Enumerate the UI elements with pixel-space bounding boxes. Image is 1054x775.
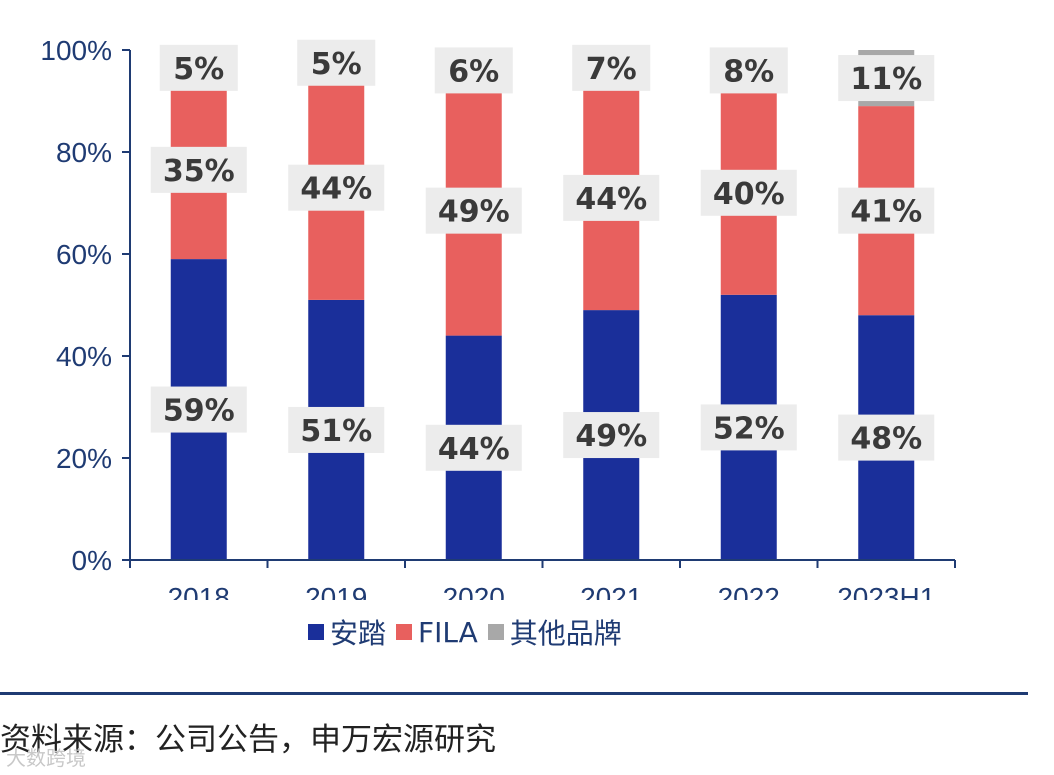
legend-item-anta: 安踏 <box>308 612 386 652</box>
watermark: 大数跨境 <box>6 746 86 770</box>
legend-item-other: 其他品牌 <box>487 612 622 652</box>
data-label-other-2020: 6% <box>448 54 499 89</box>
data-label-other-2021: 7% <box>586 52 637 87</box>
data-label-bg <box>563 412 660 459</box>
data-label-other-2023H1: 11% <box>850 62 922 97</box>
data-label-bg <box>700 404 797 451</box>
data-label-bg <box>434 47 513 94</box>
data-label-fila-2020: 49% <box>438 195 510 230</box>
x-tick-label-2022: 2022 <box>718 582 780 600</box>
data-label-bg <box>425 424 522 471</box>
data-label-bg <box>288 164 385 211</box>
legend-label-other: 其他品牌 <box>509 617 622 650</box>
y-tick-label-60: 60% <box>56 239 112 270</box>
y-tick-label-20: 20% <box>56 443 112 474</box>
stacked-bar-chart: 59% 35% 5% 51% 44% 5% 44% 49% 6% 49% 44% 7% 52% 40% 8%… <box>40 35 956 600</box>
data-label-fila-2022: 40% <box>713 177 785 212</box>
data-label-bg <box>572 44 651 91</box>
data-label-other-2022: 8% <box>723 54 774 89</box>
data-label-anta-2020: 44% <box>438 432 510 467</box>
data-label-bg <box>838 414 935 461</box>
legend-label-fila: FILA <box>418 615 478 649</box>
data-label-bg <box>425 187 522 234</box>
data-label-bg <box>288 406 385 453</box>
source-note: 资料来源：公司公告，申万宏源研究 <box>0 722 496 758</box>
data-label-fila-2019: 44% <box>300 172 372 207</box>
data-label-anta-2018: 59% <box>163 394 235 429</box>
x-tick-label-2020: 2020 <box>443 582 505 600</box>
data-label-other-2018: 5% <box>173 52 224 87</box>
data-label-bg <box>700 169 797 216</box>
data-label-fila-2018: 35% <box>163 154 235 189</box>
data-label-group: 59% 35% 5% 51% 44% 5% 44% 49% 6% 49% 44% 7% 52% 40% 8%… <box>150 39 935 471</box>
data-label-bg <box>563 174 660 221</box>
data-label-bg <box>150 146 247 193</box>
data-label-anta-2021: 49% <box>575 419 647 454</box>
data-label-anta-2022: 52% <box>713 411 785 446</box>
legend-label-anta: 安踏 <box>330 617 387 650</box>
source-divider <box>0 692 1028 695</box>
data-label-bg <box>297 39 376 86</box>
y-tick-label-0: 0% <box>72 545 112 576</box>
legend-swatch-fila <box>396 624 413 640</box>
x-tick-label-2018: 2018 <box>168 582 230 600</box>
legend: 安踏 FILA 其他品牌 <box>308 612 632 652</box>
legend-swatch-other <box>487 624 504 640</box>
data-label-anta-2023H1: 48% <box>850 422 922 457</box>
data-label-anta-2019: 51% <box>300 414 372 449</box>
data-label-other-2019: 5% <box>311 47 362 82</box>
data-label-bg <box>150 386 247 433</box>
x-tick-label-2021: 2021 <box>580 582 642 600</box>
y-tick-label-80: 80% <box>56 137 112 168</box>
axes: 2018 2019 2020 2021 2022 2023H1 0% 20% 40% 60% 80%… <box>40 35 956 600</box>
x-tick-label-2019: 2019 <box>305 582 367 600</box>
data-label-bg <box>709 47 788 94</box>
legend-item-fila: FILA <box>396 616 478 649</box>
y-tick-label-100: 100% <box>40 35 112 66</box>
data-label-fila-2021: 44% <box>575 182 647 217</box>
data-label-bg <box>159 44 238 91</box>
legend-swatch-anta <box>308 624 324 640</box>
bar-group <box>170 50 915 560</box>
y-tick-label-40: 40% <box>56 341 112 372</box>
data-label-fila-2023H1: 41% <box>850 195 922 230</box>
data-label-bg <box>838 55 935 102</box>
data-label-bg <box>838 187 935 234</box>
x-tick-label-2023H1: 2023H1 <box>837 582 935 600</box>
